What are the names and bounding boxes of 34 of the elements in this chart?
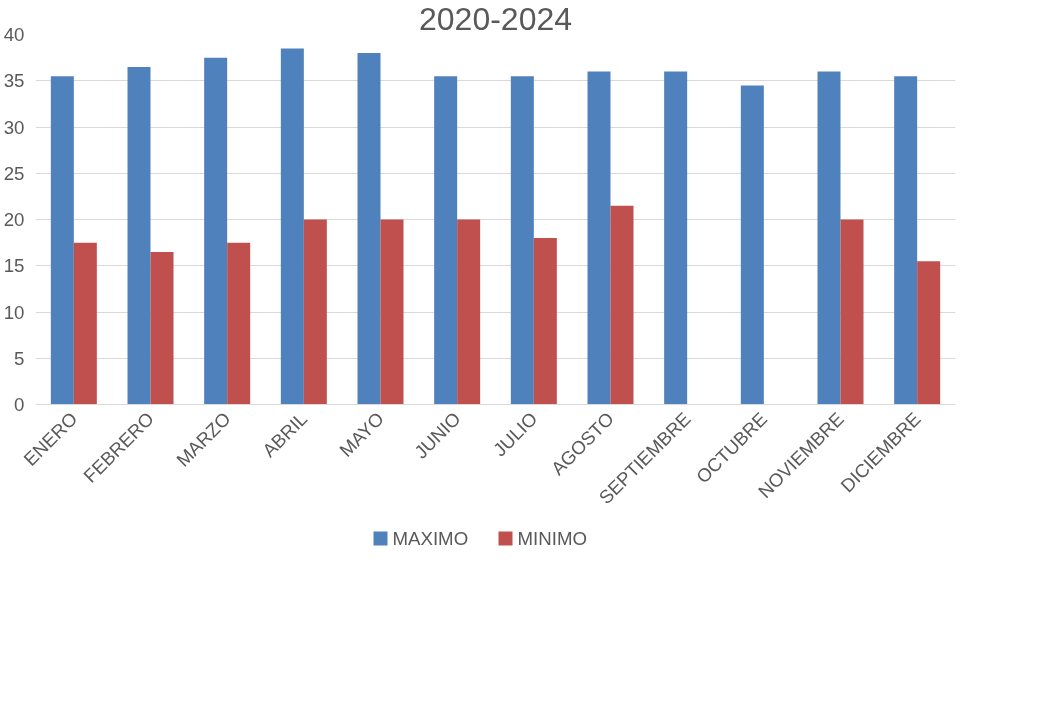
y-tick-label: 0 (14, 394, 25, 415)
bar (357, 53, 381, 405)
bar (150, 251, 174, 405)
bar (610, 205, 634, 405)
bar (227, 242, 251, 405)
y-tick-label: 20 (3, 209, 25, 230)
bar (303, 219, 327, 405)
y-tick-label: 35 (3, 70, 25, 92)
bar (280, 48, 304, 405)
bar (840, 219, 864, 405)
bar (204, 57, 228, 405)
y-tick-label: 40 (3, 24, 25, 45)
legend-label: MAXIMO (392, 528, 469, 549)
y-tick-label: 30 (3, 116, 25, 138)
bar (50, 76, 74, 405)
chart-title: 2020-2024 (418, 0, 573, 37)
bar (73, 242, 97, 405)
bar (533, 238, 557, 405)
y-tick-label: 15 (3, 255, 25, 277)
bar (127, 66, 151, 405)
legend-label: MINIMO (517, 528, 587, 549)
bar (457, 219, 481, 405)
y-tick-label: 25 (3, 162, 25, 184)
bar (817, 71, 841, 405)
bar (587, 71, 611, 405)
bar (434, 76, 458, 405)
y-tick-label: 10 (3, 301, 25, 323)
bar (740, 85, 764, 405)
bar (664, 71, 688, 405)
bar (917, 261, 941, 405)
bar (894, 76, 918, 405)
bar (380, 219, 404, 405)
bar (510, 76, 534, 405)
y-tick-label: 5 (14, 347, 25, 369)
